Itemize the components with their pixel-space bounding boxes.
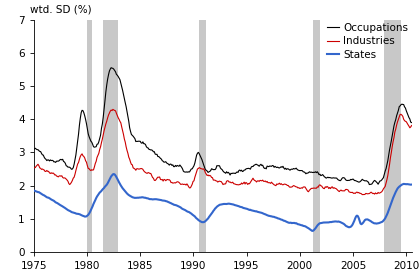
- Legend: Occupations, Industries, States: Occupations, Industries, States: [327, 23, 409, 60]
- States: [94, 197, 99, 200]
- Bar: [87, 20, 92, 252]
- Occupations: [155, 155, 160, 158]
- Line: Industries: Industries: [34, 109, 412, 195]
- Occupations: [331, 176, 336, 179]
- Line: States: States: [34, 174, 412, 231]
- Industries: [110, 108, 116, 111]
- States: [409, 183, 414, 186]
- States: [45, 196, 50, 199]
- Industries: [94, 160, 99, 163]
- Industries: [129, 163, 134, 166]
- Occupations: [109, 66, 114, 69]
- Occupations: [45, 158, 50, 162]
- Industries: [102, 129, 107, 132]
- Occupations: [102, 108, 107, 111]
- Bar: [312, 20, 320, 252]
- Industries: [155, 176, 160, 179]
- Text: wtd. SD (%): wtd. SD (%): [30, 5, 92, 15]
- States: [155, 198, 160, 201]
- States: [31, 189, 36, 192]
- Bar: [103, 20, 118, 252]
- Occupations: [409, 121, 414, 124]
- States: [331, 220, 336, 223]
- Line: Occupations: Occupations: [34, 68, 412, 185]
- Industries: [331, 186, 336, 190]
- Occupations: [31, 147, 36, 151]
- Occupations: [367, 183, 372, 186]
- States: [310, 229, 315, 233]
- Industries: [31, 166, 36, 169]
- Industries: [360, 193, 365, 196]
- Industries: [409, 124, 414, 127]
- States: [111, 172, 116, 176]
- Occupations: [129, 133, 134, 136]
- Bar: [384, 20, 401, 252]
- Occupations: [94, 145, 99, 148]
- Industries: [45, 170, 50, 173]
- Bar: [199, 20, 206, 252]
- States: [102, 186, 107, 190]
- States: [129, 195, 134, 198]
